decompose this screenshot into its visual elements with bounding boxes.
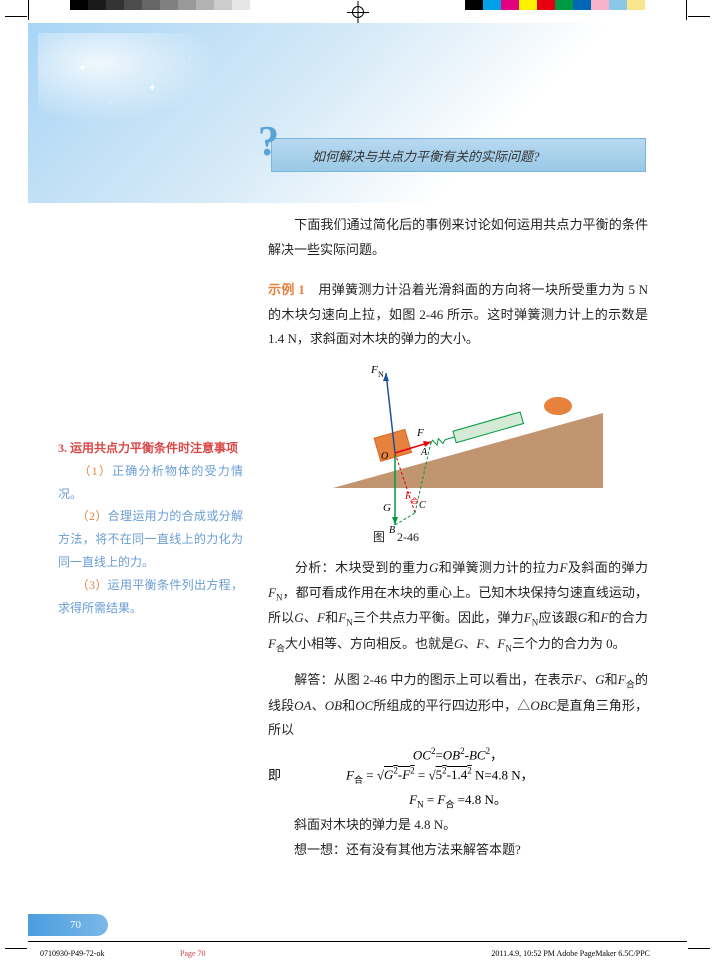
conclusion: 斜面对木块的弹力是 4.8 N。: [268, 813, 648, 838]
footer-meta: 2011.4.9, 10:52 PM Adobe PageMaker 6.5C/…: [491, 949, 650, 958]
svg-text:C: C: [419, 500, 426, 511]
svg-text:F: F: [370, 364, 378, 376]
footer-filename: 0710930-P49-72-ok: [40, 949, 104, 958]
intro-paragraph: 下面我们通过简化后的事例来讨论如何运用共点力平衡的条件解决一些实际问题。: [268, 213, 648, 262]
figure-2-46: F N G B F C F 合 A O: [333, 353, 603, 538]
footer-page: Page 70: [180, 949, 206, 958]
analysis-paragraph: 分析：木块受到的重力G和弹簧测力计的拉力F及斜面的弹力FN，都可看成作用在木块的…: [268, 556, 648, 658]
question-box: 如何解决与共点力平衡有关的实际问题?: [271, 138, 646, 172]
figure-caption: 图 2-46: [373, 528, 419, 545]
question-mark-icon: ?: [258, 118, 279, 166]
page-content: ? 如何解决与共点力平衡有关的实际问题? 下面我们通过简化后的事例来讨论如何运用…: [28, 23, 687, 929]
example-label: 示例 1: [268, 282, 305, 297]
svg-text:N: N: [378, 370, 384, 379]
sidebar-title: 3. 运用共点力平衡条件时注意事项: [58, 437, 243, 460]
svg-text:A: A: [420, 447, 428, 458]
svg-text:F: F: [416, 427, 424, 439]
sidebar-notes: 3. 运用共点力平衡条件时注意事项 （1）正确分析物体的受力情况。 （2）合理运…: [58, 437, 243, 619]
equation-2: 即 F合 = √G2-F2 = √52-1.42 N=4.8 N，: [268, 763, 648, 789]
svg-text:O: O: [381, 451, 388, 462]
question-text: 如何解决与共点力平衡有关的实际问题?: [312, 146, 540, 165]
example-text: 用弹簧测力计沿着光滑斜面的方向将一块所受重力为 5 N 的木块匀速向上拉，如图 …: [268, 282, 648, 346]
grayscale-bar: [70, 0, 268, 10]
think-prompt: 想一想：还有没有其他方法来解答本题?: [268, 838, 648, 863]
crop-marks-top: [0, 0, 715, 25]
print-footer: 0710930-P49-72-ok Page 70 2011.4.9, 10:5…: [0, 941, 715, 971]
example-1: 示例 1 用弹簧测力计沿着光滑斜面的方向将一块所受重力为 5 N 的木块匀速向上…: [268, 278, 648, 352]
answer-paragraph: 解答：从图 2-46 中力的图示上可以看出，在表示F、G和F合的线段OA、OB和…: [268, 668, 648, 743]
svg-text:G: G: [383, 502, 391, 514]
color-bar: [465, 0, 645, 10]
svg-text:合: 合: [411, 496, 418, 505]
equation-3: FN = F合 =4.8 N。: [268, 788, 648, 814]
